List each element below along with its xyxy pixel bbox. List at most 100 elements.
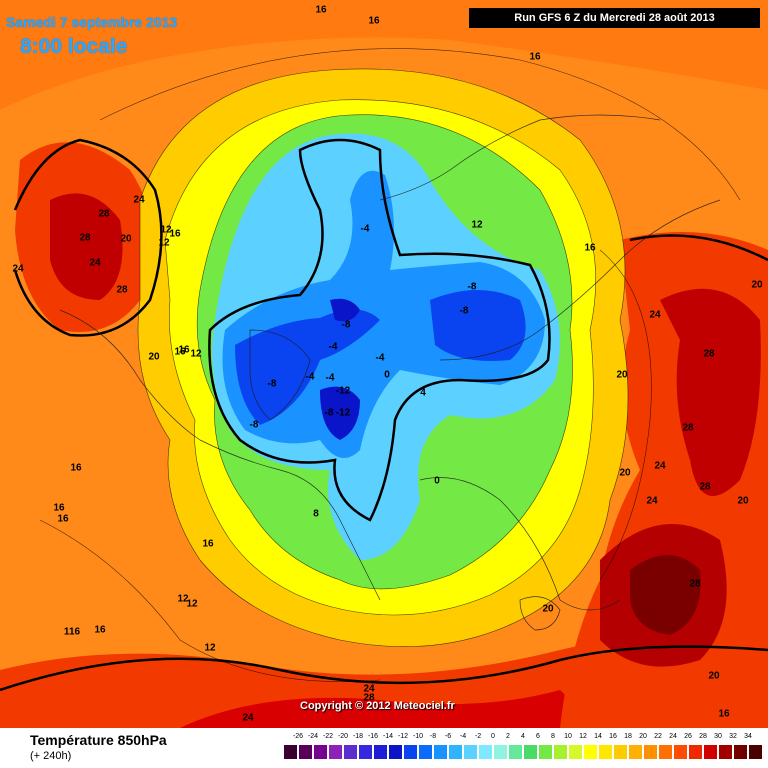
isotherm-label: 16 [174,346,186,358]
isotherm-label: -4 [325,372,335,384]
isotherm-label: 24 [12,263,24,275]
isotherm-label: 12 [190,348,202,360]
east-hot-core-3 [630,555,701,635]
legend-tick-label: 32 [729,733,737,740]
legend-swatch [358,744,373,760]
isotherm-label: 12 [158,237,170,249]
isotherm-label: 12 [186,598,198,610]
isotherm-label: 16 [94,624,106,636]
isotherm-label: 0 [384,369,390,381]
legend-swatch [373,744,388,760]
legend-tick-label: 34 [744,733,752,740]
contour-12 [137,68,629,647]
legend-swatch [658,744,673,760]
legend-swatch [598,744,613,760]
isotherm-label: 28 [682,422,694,434]
coastlines [59,114,721,631]
legend-swatch [508,744,523,760]
isotherm-label: 16 [718,708,730,720]
isotherm-label: 28 [699,481,711,493]
legend-swatch [673,744,688,760]
isotherm-label: 12 [160,224,172,236]
isotherm-label: 16 [57,513,69,525]
copyright-label: Copyright © 2012 Meteociel.fr [300,700,455,712]
legend-swatch [583,744,598,760]
isotherm-label: -8 [324,407,334,419]
isotherm-label: -8 [249,419,259,431]
isotherm-label: 20 [708,670,720,682]
isotherm-label: 16 [178,344,190,356]
isotherm-label: 4 [420,387,426,399]
legend-tick-label: 8 [551,733,555,740]
cold-core-center [320,386,360,440]
isotherm-label: 24 [649,309,661,321]
legend-swatch [643,744,658,760]
isotherm-label: 16 [53,502,65,514]
legend-swatch [448,744,463,760]
legend-tick-label: 4 [521,733,525,740]
cold-core-west [235,309,380,425]
forecast-offset: (+ 240h) [30,750,72,762]
isotherm-label: -8 [341,319,351,331]
legend-swatch [703,744,718,760]
legend-tick-label: -22 [322,733,334,740]
contour-8 [164,99,597,616]
isotherm-label: 20 [542,603,554,615]
legend-swatch [748,744,763,760]
isotherm-label: 24 [89,257,101,269]
legend-swatch [298,744,313,760]
isotherm-label: 20 [120,233,132,245]
south-20-isotherm [0,645,768,692]
legend-tick-label: 22 [654,733,662,740]
isotherm-label: 16 [368,15,380,27]
model-run-label: Run GFS 6 Z du Mercredi 28 août 2013 [469,8,760,28]
legend-swatch [688,744,703,760]
isotherm-label: 16 [529,51,541,63]
chart-footer: Température 850hPa (+ 240h) -26 -24 -22 -20… [0,728,768,768]
temperature-map: Samedi 7 septembre 2013 8:00 locale Run … [0,0,768,728]
isotherm-label: 12 [204,642,216,654]
legend-swatch [478,744,493,760]
legend-tick-label: -8 [429,733,437,740]
legend-swatches [283,744,763,760]
cold-core-east [430,290,526,361]
legend-swatch [463,744,478,760]
isotherm-label: 16 [70,462,82,474]
isotherm-label: 24 [133,194,145,206]
legend-tick-label: 24 [669,733,677,740]
isotherm-label: 24 [242,712,254,724]
isotherm-label: 28 [98,208,110,220]
legend-tick-label: -26 [292,733,304,740]
legend-swatch [568,744,583,760]
legend-tick-label: 6 [536,733,540,740]
isotherm-label: 16 [169,228,181,240]
isotherm-label: 24 [646,495,658,507]
legend-swatch [613,744,628,760]
isotherm-label: 12 [177,593,189,605]
legend-tick-label: 18 [624,733,632,740]
legend-tick-label: -14 [382,733,394,740]
contour-16-north [99,48,741,201]
legend-swatch [313,744,328,760]
legend-tick-label: 28 [699,733,707,740]
legend-tick-label: -6 [444,733,452,740]
legend-tick-label: 10 [564,733,572,740]
legend-swatch [628,744,643,760]
legend-tick-label: -24 [307,733,319,740]
legend-swatch [538,744,553,760]
isotherm-label: 16 [584,242,596,254]
west-20-isotherm [13,138,163,337]
legend-tick-label: -20 [337,733,349,740]
legend-swatch [493,744,508,760]
isotherm-label: 20 [751,279,763,291]
east-hot-core-1 [660,288,761,496]
legend-tick-label: 14 [594,733,602,740]
isotherm-label: 16 [315,4,327,16]
legend-swatch [523,744,538,760]
isotherm-label: -8 [467,281,477,293]
isotherm-label: 116 [63,626,81,638]
legend-swatch [283,744,298,760]
legend-tick-label: -10 [412,733,424,740]
isotherm-label: -4 [360,223,370,235]
legend-swatch [718,744,733,760]
